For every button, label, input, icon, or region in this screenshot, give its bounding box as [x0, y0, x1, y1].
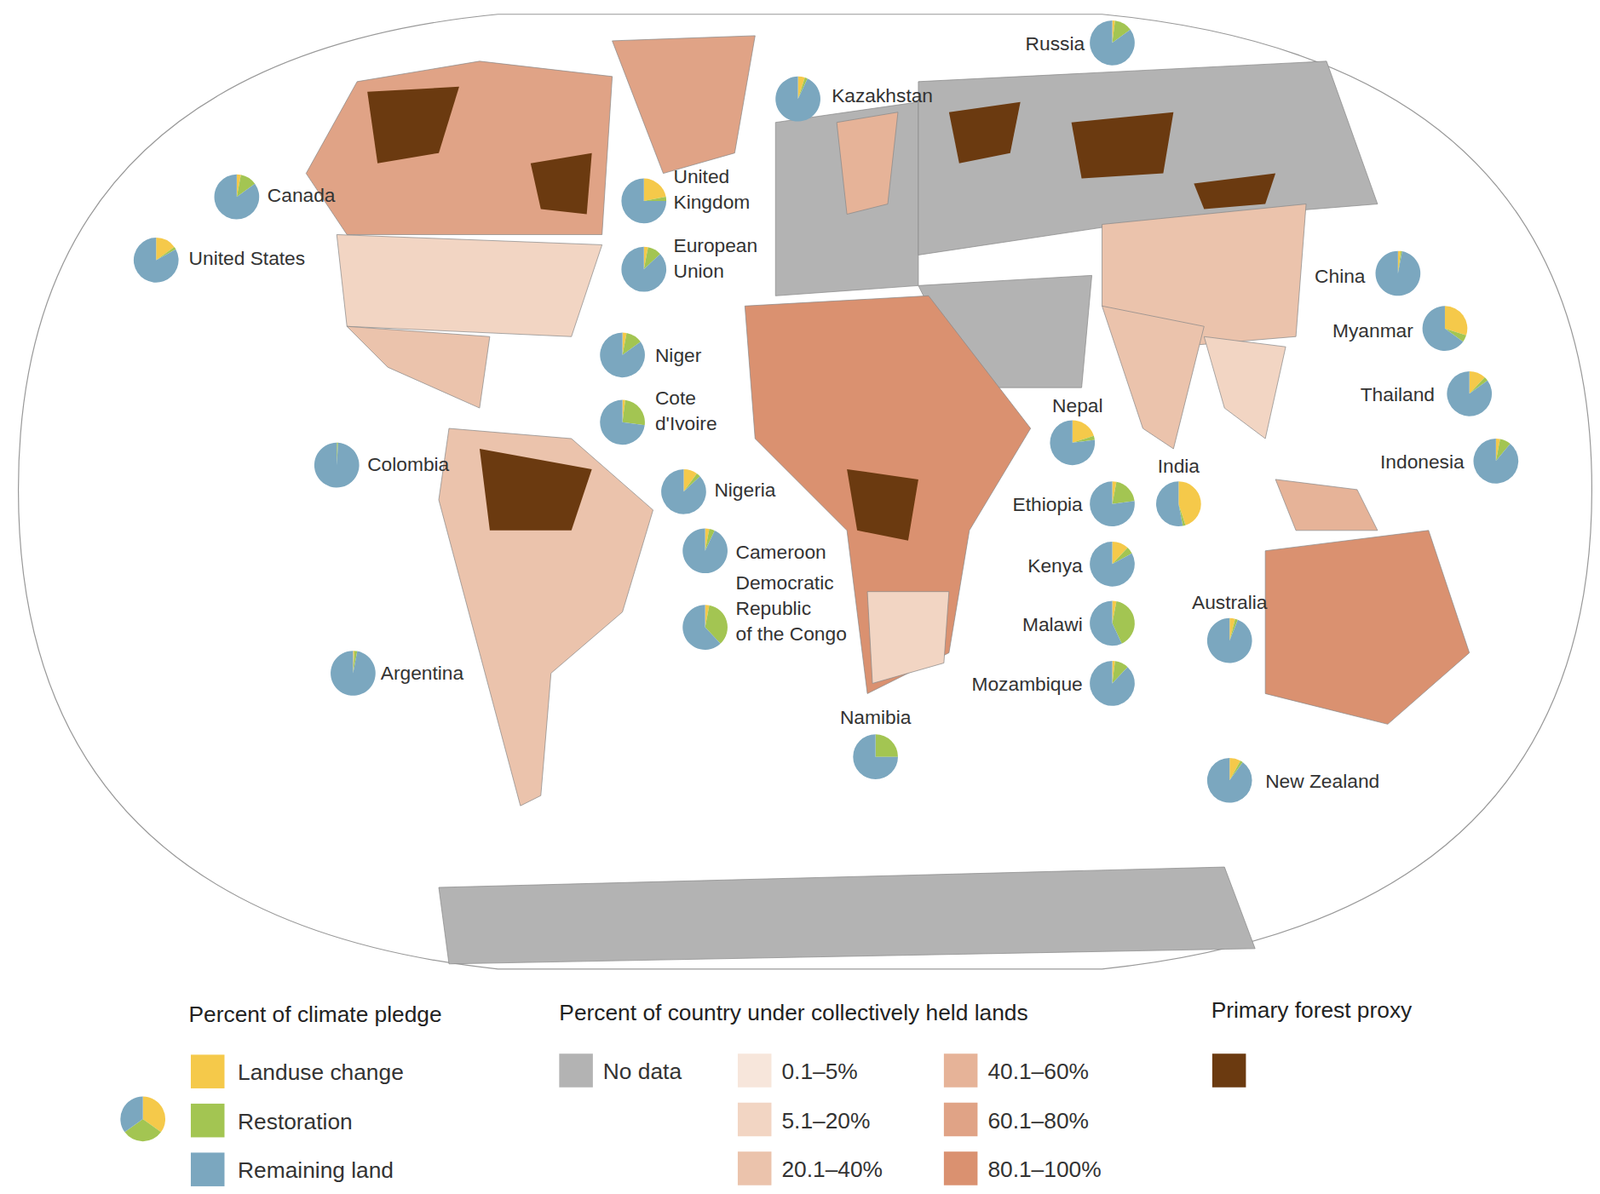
svg-text:Cameroon: Cameroon	[736, 541, 827, 564]
svg-text:Canada: Canada	[267, 184, 336, 207]
svg-text:Restoration: Restoration	[237, 1109, 353, 1135]
svg-text:40.1–60%: 40.1–60%	[987, 1058, 1089, 1085]
svg-text:Australia: Australia	[1191, 591, 1268, 614]
svg-text:United States: United States	[189, 247, 306, 270]
svg-text:20.1–40%: 20.1–40%	[781, 1156, 883, 1183]
svg-text:Myanmar: Myanmar	[1332, 319, 1414, 342]
svg-text:5.1–20%: 5.1–20%	[781, 1108, 870, 1134]
svg-text:Percent of climate pledge: Percent of climate pledge	[189, 1001, 443, 1028]
svg-text:Kazakhstan: Kazakhstan	[831, 84, 933, 107]
svg-text:DemocraticRepublicof the Congo: DemocraticRepublicof the Congo	[736, 571, 847, 645]
svg-text:Coted'Ivoire: Coted'Ivoire	[655, 386, 718, 435]
svg-text:Indonesia: Indonesia	[1380, 450, 1465, 473]
svg-text:Landuse change: Landuse change	[237, 1059, 404, 1086]
svg-text:Argentina: Argentina	[380, 661, 465, 685]
svg-text:Thailand: Thailand	[1360, 383, 1435, 406]
svg-text:Kenya: Kenya	[1027, 554, 1083, 577]
svg-text:Nepal: Nepal	[1052, 394, 1103, 417]
svg-text:Nigeria: Nigeria	[713, 478, 776, 501]
svg-text:New Zealand: New Zealand	[1265, 770, 1380, 793]
svg-text:Namibia: Namibia	[840, 706, 912, 729]
svg-text:60.1–80%: 60.1–80%	[987, 1108, 1089, 1134]
svg-text:0.1–5%: 0.1–5%	[781, 1058, 858, 1085]
svg-text:EuropeanUnion: EuropeanUnion	[673, 234, 758, 283]
svg-text:Ethiopia: Ethiopia	[1012, 493, 1084, 516]
svg-text:China: China	[1314, 264, 1366, 288]
svg-text:80.1–100%: 80.1–100%	[987, 1156, 1101, 1183]
svg-text:Primary forest proxy: Primary forest proxy	[1211, 997, 1413, 1024]
svg-text:Colombia: Colombia	[367, 453, 449, 476]
svg-text:No data: No data	[603, 1058, 683, 1085]
svg-text:India: India	[1157, 454, 1201, 478]
svg-text:Niger: Niger	[655, 344, 703, 367]
svg-text:Remaining land: Remaining land	[237, 1157, 394, 1184]
svg-text:Malawi: Malawi	[1022, 613, 1083, 636]
svg-text:Mozambique: Mozambique	[972, 673, 1083, 696]
svg-text:UnitedKingdom: UnitedKingdom	[673, 165, 750, 213]
svg-text:Percent of country under colle: Percent of country under collectively he…	[558, 1000, 1028, 1026]
svg-text:Russia: Russia	[1025, 32, 1086, 55]
